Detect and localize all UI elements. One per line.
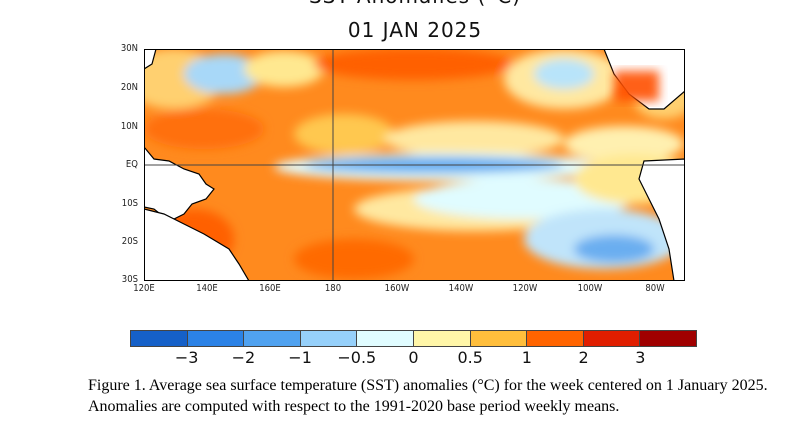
colorbar-label: −1	[288, 348, 312, 367]
colorbar-swatch	[583, 331, 641, 346]
colorbar-label: 2	[578, 348, 589, 367]
lon-label: 100W	[577, 283, 603, 294]
lat-label: 10N	[120, 121, 138, 132]
sst-anomaly-map	[144, 49, 685, 281]
lat-label: 10S	[121, 198, 138, 209]
colorbar-swatch	[470, 331, 528, 346]
gulf-patch	[614, 71, 659, 101]
lon-label: 80W	[645, 283, 665, 294]
colorbar-swatch	[527, 331, 584, 346]
colorbar-swatch	[131, 331, 188, 346]
colorbar-swatch	[244, 331, 301, 346]
colorbar-swatch	[640, 331, 696, 346]
south-america-land	[638, 158, 685, 281]
lat-label: 30N	[120, 43, 138, 54]
lon-label: 140E	[196, 283, 218, 294]
figure-caption: Figure 1. Average sea surface temperatur…	[88, 377, 768, 415]
lon-label: 120W	[512, 283, 538, 294]
map-frame	[144, 49, 685, 281]
colorbar-swatch	[357, 331, 414, 346]
lat-label: 20N	[120, 82, 138, 93]
colorbar-label: −0.5	[337, 348, 377, 367]
colorbar-label: −2	[231, 348, 256, 367]
lon-label: 180	[324, 283, 342, 294]
colorbar-label: −3	[174, 348, 199, 367]
colorbar-label: 3	[635, 348, 646, 367]
figure-date: 01 JAN 2025	[347, 18, 483, 42]
colorbar-swatch	[413, 331, 471, 346]
colorbar-label: 1	[521, 348, 532, 367]
asia-land	[144, 49, 157, 70]
lat-label: EQ	[125, 159, 138, 170]
colorbar	[130, 330, 697, 347]
lat-label: 30S	[121, 274, 138, 285]
lat-label: 20S	[121, 236, 138, 247]
figure-title: SST Anomalies (°C)	[0, 0, 800, 8]
colorbar-swatch	[187, 331, 245, 346]
lon-label: 120E	[133, 283, 155, 294]
lon-label: 160W	[384, 283, 410, 294]
colorbar-swatch	[300, 331, 358, 346]
colorbar-label: 0	[408, 348, 419, 367]
lon-label: 160E	[259, 283, 281, 294]
australia-land	[144, 208, 250, 281]
colorbar-label: 0.5	[457, 348, 483, 367]
lon-label: 140W	[448, 283, 474, 294]
